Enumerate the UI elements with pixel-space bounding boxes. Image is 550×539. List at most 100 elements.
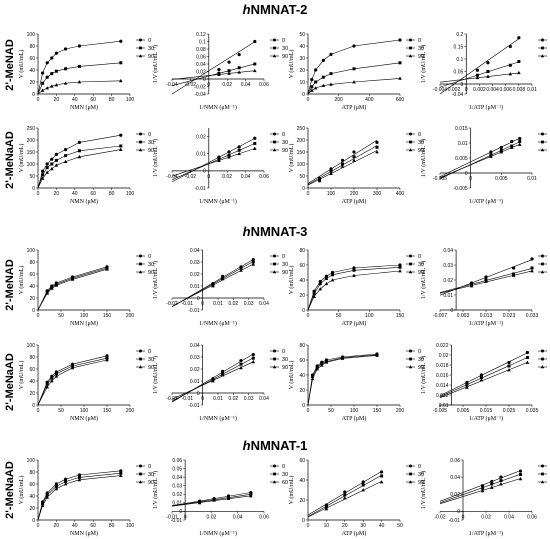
data-point xyxy=(221,369,225,373)
legend-label: 30 xyxy=(148,357,154,363)
data-point xyxy=(77,473,81,477)
legend-label: 0 xyxy=(148,38,151,44)
data-point xyxy=(329,171,333,175)
x-axis-label: NMN (μM) xyxy=(70,198,98,205)
data-point xyxy=(489,150,493,154)
data-point xyxy=(519,473,522,477)
fit-line-0 xyxy=(37,266,108,311)
y-tick-label: 0 xyxy=(457,509,460,515)
fit-line-30 xyxy=(171,494,251,507)
legend-label: 30 xyxy=(148,262,154,268)
data-point xyxy=(465,385,469,389)
legend-marker xyxy=(139,132,142,136)
x-axis-label: NMN (μM) xyxy=(70,530,98,537)
legend-label: 90 xyxy=(282,148,288,154)
legend-marker xyxy=(273,349,276,353)
x-tick-label: 0.005 xyxy=(457,408,470,414)
chart-panel-2: -0.04 -0.02 0 0.02 0.04 0.06-0.04-0.0200.020.… xyxy=(152,32,288,111)
x-axis-label: 1/ATP (μM⁻¹) xyxy=(469,104,503,111)
y-tick-label: 60 xyxy=(29,56,35,62)
data-point xyxy=(320,363,324,367)
x-tick-label: 0.02 xyxy=(222,174,232,180)
data-point xyxy=(465,383,469,387)
y-tick-label: 0 xyxy=(32,186,35,192)
data-point xyxy=(64,47,68,51)
fit-line-0 xyxy=(307,353,378,406)
x-axis-label: 1/NMN (μM⁻¹) xyxy=(199,198,237,205)
y-tick-label: 0 xyxy=(302,403,305,409)
data-point xyxy=(54,83,59,87)
data-point xyxy=(486,70,490,73)
data-point xyxy=(105,267,109,271)
data-point xyxy=(525,360,530,364)
x-tick-label: 0.06 xyxy=(259,174,269,180)
data-point xyxy=(312,294,316,298)
data-point xyxy=(251,356,255,360)
y-axis-label: V (mU/mL) xyxy=(288,476,295,505)
chart-panel-4: -0.004-0.002 0 0.002 0.004 0.006 0.008 0.01-0.… xyxy=(420,32,547,111)
legend-label: 0 xyxy=(282,464,285,470)
y-tick-label: 0.03 xyxy=(190,355,200,361)
y-tick-label: 80 xyxy=(299,248,305,254)
legend-marker xyxy=(409,140,412,144)
fit-line-0 xyxy=(171,492,251,506)
data-point xyxy=(45,291,49,295)
data-point xyxy=(329,52,333,57)
data-point xyxy=(77,477,82,482)
y-tick-label: 100 xyxy=(27,458,36,464)
legend-marker xyxy=(541,254,544,258)
data-point xyxy=(45,493,49,497)
x-tick-label: 0 xyxy=(37,191,40,197)
x-tick-label: 0.02 xyxy=(222,82,232,88)
data-point xyxy=(54,158,58,162)
data-point xyxy=(220,373,225,377)
data-point xyxy=(329,167,333,171)
x-axis-label: ATP (μM) xyxy=(342,530,367,537)
data-point xyxy=(212,498,216,502)
x-tick-label: 0.01 xyxy=(527,176,537,182)
legend-label: 0 xyxy=(418,464,421,470)
data-point xyxy=(352,273,356,277)
legend-label: 90 xyxy=(148,270,154,276)
data-point xyxy=(54,51,59,55)
legend-label: 0 xyxy=(418,38,421,44)
x-tick-label: 0 xyxy=(37,408,40,414)
data-point xyxy=(45,61,49,65)
y-tick-label: 40 xyxy=(299,278,305,284)
x-axis-label: 1/NMN (μM⁻¹) xyxy=(199,415,237,422)
legend-label: 90 xyxy=(282,270,288,276)
x-tick-label: 600 xyxy=(396,97,405,103)
x-tick-label: 100 xyxy=(126,523,135,529)
y-tick-label: 80 xyxy=(29,44,35,50)
x-tick-label: 100 xyxy=(350,408,359,414)
data-point xyxy=(239,359,243,363)
x-tick-label: 0.025 xyxy=(503,408,516,414)
data-point xyxy=(518,469,523,473)
legend-marker xyxy=(409,254,412,258)
data-point xyxy=(227,150,231,154)
legend-label: 30 xyxy=(282,262,288,268)
data-point xyxy=(64,148,68,152)
legend-label: 60 xyxy=(282,480,288,486)
data-point xyxy=(331,273,335,277)
y-tick-label: 40 xyxy=(299,478,305,484)
y-tick-label: 0.02 xyxy=(450,492,460,498)
y-tick-label: 40 xyxy=(29,284,35,290)
data-point xyxy=(45,495,49,499)
data-point xyxy=(50,376,54,380)
y-tick-label: 0.02 xyxy=(190,367,200,373)
x-tick-label: -0.007 xyxy=(433,313,447,319)
y-tick-label: 0.016 xyxy=(436,373,449,379)
data-point xyxy=(499,150,504,154)
data-point xyxy=(330,278,335,282)
legend-label: 0 xyxy=(282,38,285,44)
data-point xyxy=(375,140,379,144)
data-point xyxy=(324,505,328,509)
data-point xyxy=(54,372,58,376)
x-tick-label: -0.005 xyxy=(433,176,447,182)
y-tick-label: 20 xyxy=(299,68,305,74)
x-tick-label: 40 xyxy=(72,523,78,529)
data-point xyxy=(489,485,494,489)
x-tick-label: 0.04 xyxy=(259,301,269,307)
